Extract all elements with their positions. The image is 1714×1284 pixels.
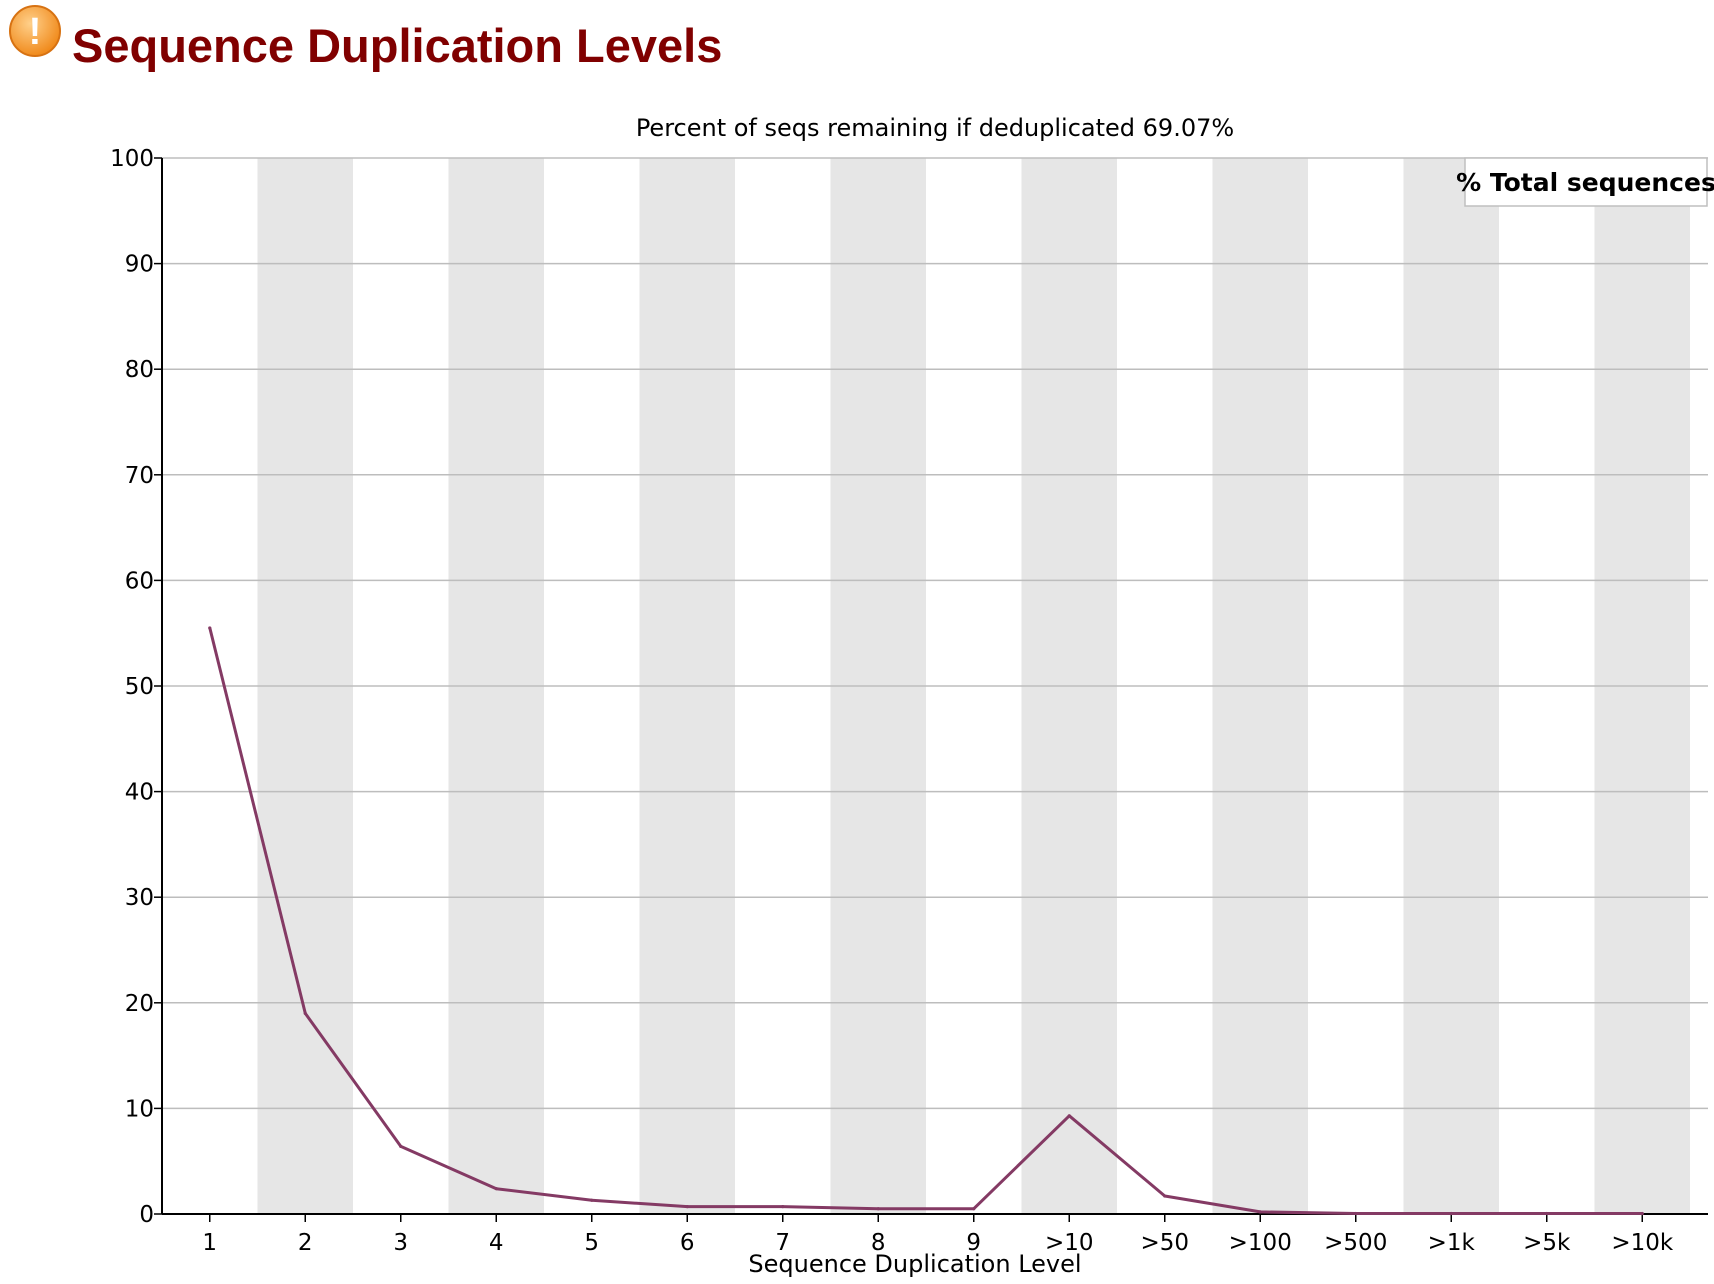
warning-glyph: ! xyxy=(29,11,42,53)
y-tick-label: 10 xyxy=(125,1096,154,1122)
data-point xyxy=(1258,1210,1262,1214)
page-title: Sequence Duplication Levels xyxy=(72,19,723,72)
x-tick-label: >10k xyxy=(1611,1230,1674,1256)
y-tick-label: 30 xyxy=(125,885,154,911)
data-point xyxy=(590,1198,594,1202)
y-tick-label: 60 xyxy=(125,568,154,594)
series-line-total-sequences xyxy=(208,627,1643,1215)
y-tick-label: 80 xyxy=(125,357,154,383)
data-point xyxy=(1354,1211,1358,1216)
x-tick-label: 4 xyxy=(489,1230,504,1256)
data-point xyxy=(399,1144,403,1149)
x-tick-label: 9 xyxy=(966,1230,981,1256)
y-tick-label: 70 xyxy=(125,463,154,489)
y-tick-label: 50 xyxy=(125,674,154,700)
y-tick-label: 90 xyxy=(125,252,154,278)
y-tick-label: 100 xyxy=(110,146,154,172)
warning-icon: ! xyxy=(9,5,61,57)
data-point xyxy=(494,1187,498,1191)
x-tick-label: 7 xyxy=(775,1230,790,1256)
data-point xyxy=(1449,1211,1453,1216)
data-point xyxy=(781,1205,785,1209)
y-tick-label: 0 xyxy=(139,1202,154,1228)
data-point xyxy=(685,1205,689,1209)
x-tick-label: 5 xyxy=(584,1230,599,1256)
x-tick-label: >50 xyxy=(1140,1230,1189,1256)
legend-entry-total-sequences: % Total sequences xyxy=(1456,168,1714,197)
x-tick-label: >100 xyxy=(1229,1230,1292,1256)
y-tick-labels: 0 10 20 30 40 50 60 70 80 90 100 xyxy=(110,146,162,1228)
y-tick-label: 20 xyxy=(125,991,154,1017)
header: ! Sequence Duplication Levels xyxy=(8,4,1008,80)
x-tick-label: 2 xyxy=(298,1230,313,1256)
x-tick-label: 8 xyxy=(871,1230,886,1256)
legend-box xyxy=(1464,157,1708,207)
x-tick-label: >10 xyxy=(1045,1230,1094,1256)
gridlines xyxy=(162,157,1708,1110)
data-point xyxy=(972,1207,976,1211)
data-point xyxy=(1640,1211,1644,1216)
x-tick-label: >5k xyxy=(1523,1230,1571,1256)
legend: % Total sequences xyxy=(1456,157,1714,207)
x-tick-label: 3 xyxy=(393,1230,408,1256)
chart-title: Percent of seqs remaining if deduplicate… xyxy=(636,114,1234,142)
x-axis-label: Sequence Duplication Level xyxy=(748,1250,1081,1278)
x-tick-label: 1 xyxy=(202,1230,217,1256)
y-tick-label: 40 xyxy=(125,780,154,806)
x-tick-label: 6 xyxy=(680,1230,695,1256)
data-point xyxy=(303,1011,307,1015)
x-tick-label: >500 xyxy=(1324,1230,1387,1256)
series-layer xyxy=(208,626,1644,1216)
data-point xyxy=(1067,1114,1071,1118)
data-point xyxy=(208,626,212,630)
data-point xyxy=(876,1207,880,1211)
data-point xyxy=(1163,1194,1167,1198)
data-point xyxy=(1545,1211,1549,1216)
x-tick-label: >1k xyxy=(1428,1230,1476,1256)
x-tick-labels: 1 2 3 4 5 6 7 8 9 >10 >50 >100 >500 >1k >5k >10k xyxy=(202,1214,1674,1256)
